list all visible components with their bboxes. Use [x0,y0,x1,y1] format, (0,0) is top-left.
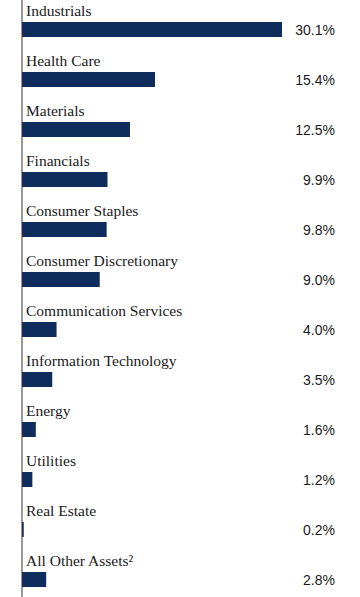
data-label: 1.6% [303,422,335,438]
data-label: 0.2% [303,522,335,538]
data-label: 15.4% [295,72,335,88]
bar [22,472,32,487]
data-label: 12.5% [295,122,335,138]
labels: Industrials 30.1% Health Care 15.4% Material… [26,2,335,588]
bar [22,372,52,387]
chart-container: Industrials 30.1% Health Care 15.4% Material… [0,0,360,597]
data-label: 3.5% [303,372,335,388]
category-label: Health Care [26,52,101,69]
bar [22,172,108,187]
category-label: Utilities [26,452,76,469]
axis-line [22,0,23,597]
data-label: 4.0% [303,322,335,338]
bar [22,322,57,337]
data-label: 9.8% [303,222,335,238]
data-label: 9.9% [303,172,335,188]
bar [22,572,46,587]
category-label: Materials [26,102,85,119]
bar [22,72,155,87]
category-label: Information Technology [26,352,177,369]
bar [22,272,100,287]
chart: Industrials 30.1% Health Care 15.4% Material… [0,0,360,597]
category-label: Real Estate [26,502,96,519]
data-label: 9.0% [303,272,335,288]
bar [22,222,107,237]
category-label: Consumer Discretionary [26,252,178,269]
bar [22,422,36,437]
bar [22,122,130,137]
bars [22,22,282,587]
category-label: All Other Assets² [26,552,133,569]
category-label: Communication Services [26,302,182,319]
data-label: 1.2% [303,472,335,488]
category-label: Financials [26,152,90,169]
data-label: 2.8% [303,572,335,588]
bar [22,22,282,37]
category-label: Energy [26,402,71,419]
data-label: 30.1% [295,22,335,38]
category-label: Consumer Staples [26,202,138,219]
category-label: Industrials [26,2,91,19]
